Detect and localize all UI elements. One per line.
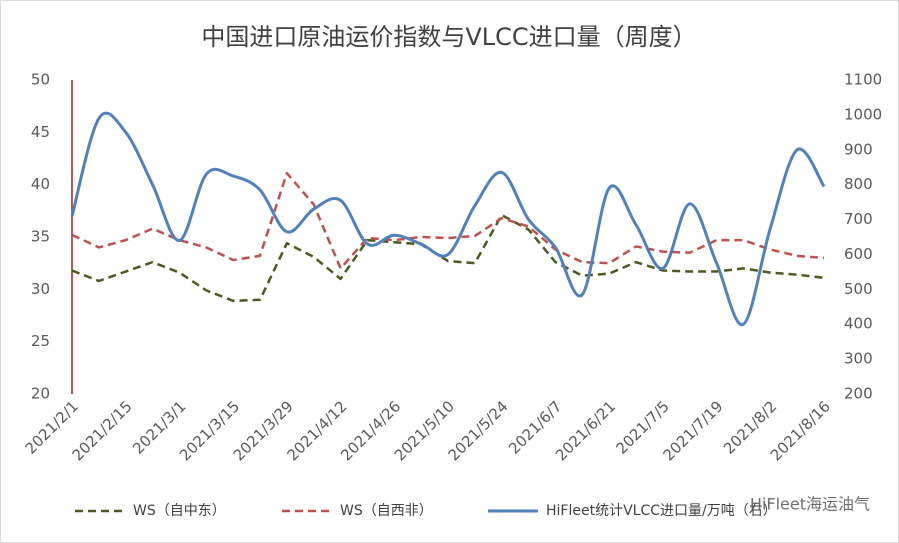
y2-tick-label: 1000 [844,105,882,123]
series-line [71,213,825,303]
legend-label: HiFleet统计VLCC进口量/万吨（右） [546,503,777,519]
y-tick-label: 25 [31,332,50,350]
watermark: HiFleet海运油气 [750,495,870,514]
y-tick-label: 30 [31,280,50,298]
y2-tick-label: 500 [844,280,873,298]
y2-tick-label: 800 [844,175,873,193]
series-line [70,111,826,326]
chart-title: 中国进口原油运价指数与VLCC进口量（周度） [201,23,696,51]
y2-tick-label: 900 [844,140,873,158]
y2-tick-label: 200 [844,385,873,403]
legend-label: WS（自中东） [133,503,226,519]
y-tick-label: 20 [31,385,50,403]
y2-tick-label: 700 [844,210,873,228]
y-tick-label: 35 [31,228,50,246]
legend-label: WS（自西非） [340,503,433,519]
y-tick-label: 45 [31,123,50,141]
y2-tick-label: 1100 [844,71,882,89]
y2-tick-label: 300 [844,350,873,368]
y2-tick-label: 600 [844,245,873,263]
y2-tick-label: 400 [844,315,873,333]
y-tick-label: 50 [31,71,50,89]
series-line [71,171,825,270]
y-tick-label: 40 [31,175,50,193]
